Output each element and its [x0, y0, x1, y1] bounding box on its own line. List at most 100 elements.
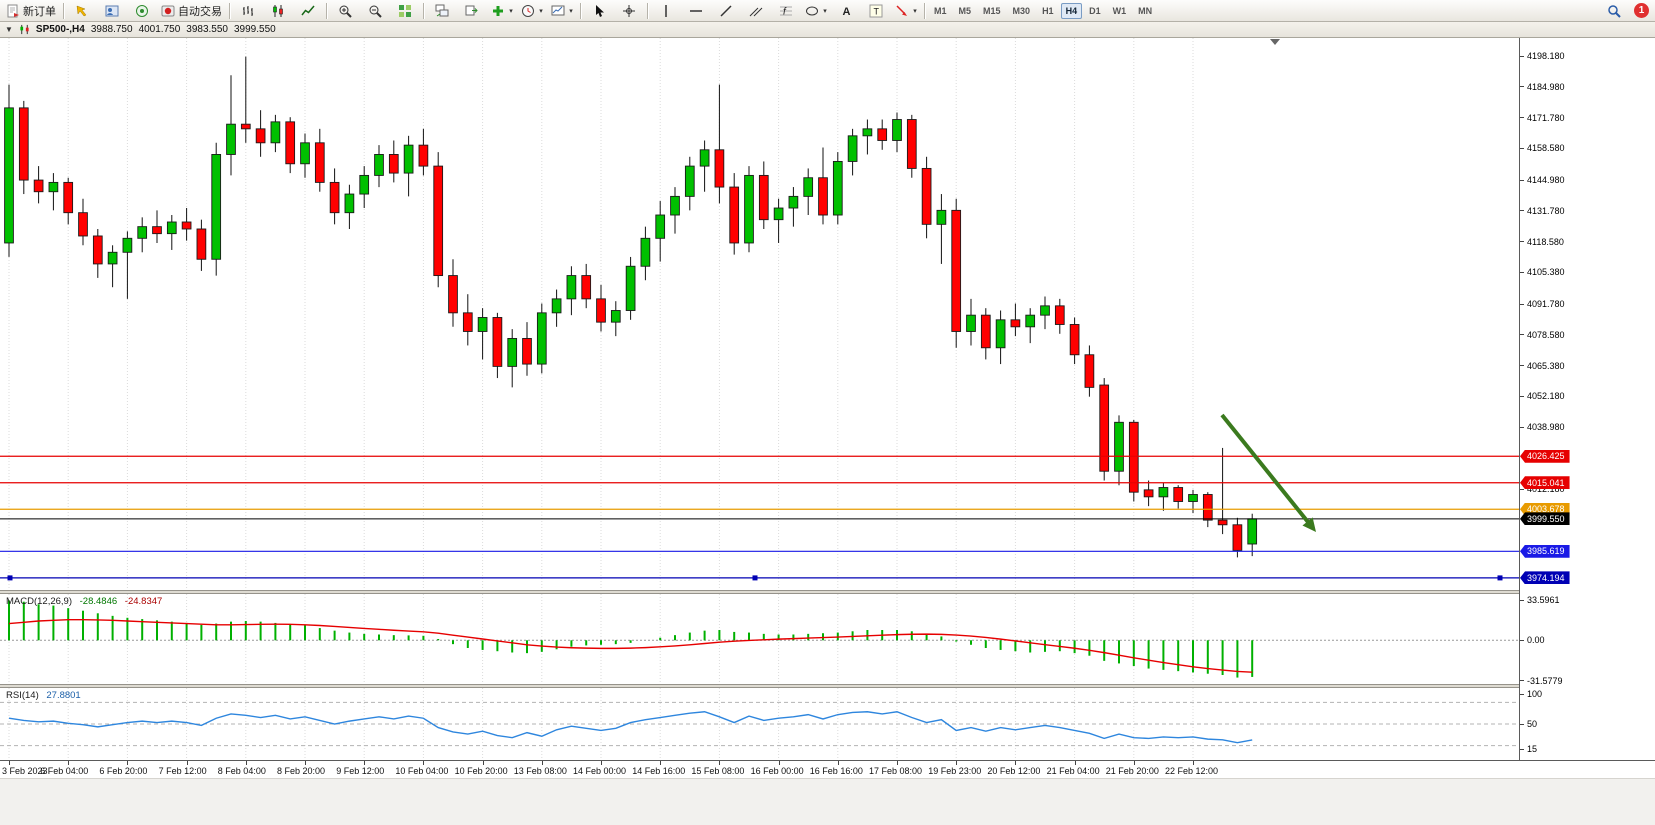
periods-button[interactable]: ▾	[517, 0, 547, 22]
macd-histogram	[8, 600, 1254, 678]
autotrading-icon	[161, 4, 175, 18]
time-tick	[68, 761, 70, 765]
time-tick	[897, 761, 898, 765]
candlestick-mode-button[interactable]	[263, 0, 293, 22]
price-axis-label: 4038.980	[1527, 422, 1565, 432]
bar-chart-mode-button[interactable]	[233, 0, 263, 22]
notification-badge[interactable]: 1	[1634, 3, 1649, 18]
timeframe-m1[interactable]: M1	[934, 5, 947, 16]
chart-type-icon	[19, 24, 30, 35]
macd-name: MACD(12,26,9)	[6, 596, 72, 607]
timeframe-m30[interactable]: M30	[1012, 5, 1031, 16]
bar-chart-icon	[241, 4, 255, 18]
time-axis-label: 6 Feb 20:00	[99, 766, 148, 776]
fibonacci-tool-button[interactable]: f	[771, 0, 801, 22]
timeframe-d1[interactable]: D1	[1089, 5, 1101, 16]
chart-shift-button[interactable]	[457, 0, 487, 22]
crosshair-tool-button[interactable]	[614, 0, 644, 22]
vertical-line-tool-button[interactable]	[651, 0, 681, 22]
timeframe-h1[interactable]: H1	[1042, 5, 1054, 16]
rsi-canvas[interactable]	[0, 688, 1519, 760]
cursor-icon	[592, 4, 606, 18]
arrows-tool-button[interactable]: ▾	[891, 0, 921, 22]
price-axis-label: 4091.780	[1527, 299, 1565, 310]
time-axis-label: 8 Feb 04:00	[217, 766, 266, 776]
tile-windows-button[interactable]	[390, 0, 420, 22]
new-order-button[interactable]: 新订单	[2, 0, 60, 22]
line-chart-mode-button[interactable]	[293, 0, 323, 22]
timeframe-mn[interactable]: MN	[1138, 5, 1153, 16]
macd-signal-line	[8, 619, 1253, 673]
cursor-tool-button[interactable]	[584, 0, 614, 22]
price-axis-label: -31.5779	[1527, 675, 1563, 686]
panel-separator[interactable]	[0, 590, 1655, 594]
trendline-tool-button[interactable]	[711, 0, 741, 22]
axis-tick	[1520, 147, 1524, 149]
templates-button[interactable]: ▾	[547, 0, 577, 22]
axis-tick	[1520, 365, 1524, 367]
time-tick	[719, 761, 721, 765]
time-axis-label: 20 Feb 12:00	[987, 766, 1041, 776]
window-menu-icon[interactable]: ▼	[5, 25, 13, 34]
time-axis-label: 8 Feb 20:00	[277, 766, 326, 776]
arrow-drawing-object[interactable]	[1220, 413, 1316, 532]
price-axis-label: 4052.180	[1527, 391, 1565, 402]
toolbar-separator	[326, 2, 327, 19]
time-axis-label: 7 Feb 12:00	[158, 766, 207, 776]
macd-canvas[interactable]	[0, 594, 1519, 684]
price-axis-label: 4171.780	[1527, 112, 1565, 123]
line-handle[interactable]	[1497, 575, 1503, 581]
timeframe-w1[interactable]: W1	[1112, 5, 1127, 16]
navigator-button[interactable]	[127, 0, 157, 22]
time-tick	[1015, 761, 1017, 765]
search-button[interactable]	[1599, 0, 1629, 22]
panel-separator[interactable]	[0, 684, 1655, 688]
axis-tick	[1520, 271, 1524, 273]
time-axis-label: 10 Feb 04:00	[395, 766, 449, 776]
axis-tick	[1520, 210, 1524, 212]
line-handle[interactable]	[7, 575, 13, 581]
zoom-out-button[interactable]	[360, 0, 390, 22]
add-indicator-button[interactable]: ▾	[487, 0, 517, 22]
time-tick	[541, 761, 543, 765]
timeframe-m15[interactable]: M15	[983, 5, 1001, 16]
main-toolbar: 新订单 自动交易 ▾ ▾ ▾ f ▾ A T ▾ M1 M5 M15 M30 H1 H4 D1 W1 MN 1	[0, 0, 1655, 22]
line-handle[interactable]	[752, 575, 758, 581]
new-order-icon	[6, 4, 20, 18]
axis-tick	[1520, 680, 1524, 682]
shapes-icon	[805, 4, 819, 18]
price-axis[interactable]: 4198.180 4184.980 4171.780 4158.580 4144.980…	[1519, 38, 1655, 760]
chevron-down-icon: ▾	[539, 7, 543, 15]
price-axis-label: 4158.580	[1527, 143, 1565, 154]
axis-tick	[1520, 723, 1524, 725]
timeframe-m5[interactable]: M5	[958, 5, 972, 16]
time-axis[interactable]: 3 Feb 2023 6 Feb 04:00 6 Feb 20:00 7 Feb 12…	[0, 760, 1655, 778]
axis-tick	[1520, 639, 1524, 641]
autotrading-label: 自动交易	[178, 5, 222, 18]
chart-shift-marker[interactable]	[1270, 39, 1280, 45]
toolbar-right-group: 1	[1599, 0, 1655, 22]
time-tick	[482, 761, 484, 765]
chevron-down-icon: ▾	[913, 7, 917, 15]
time-tick	[837, 761, 839, 765]
fibo-icon: f	[779, 4, 793, 18]
svg-text:A: A	[843, 6, 851, 18]
market-watch-button[interactable]	[67, 0, 97, 22]
zoom-in-button[interactable]	[330, 0, 360, 22]
label-tool-button[interactable]: T	[861, 0, 891, 22]
axis-tick	[1520, 241, 1524, 243]
timeframe-h4[interactable]: H4	[1060, 2, 1083, 19]
main-chart-canvas[interactable]	[0, 38, 1519, 590]
horizontal-line-tool-button[interactable]	[681, 0, 711, 22]
candles-group	[4, 56, 1258, 558]
search-icon	[1607, 4, 1621, 18]
price-axis-label: 50	[1527, 719, 1538, 729]
auto-arrange-button[interactable]	[427, 0, 457, 22]
channel-tool-button[interactable]	[741, 0, 771, 22]
autotrading-button[interactable]: 自动交易	[157, 0, 226, 22]
shapes-tool-button[interactable]: ▾	[801, 0, 831, 22]
data-window-button[interactable]	[97, 0, 127, 22]
plus-icon	[491, 4, 505, 18]
text-tool-button[interactable]: A	[831, 0, 861, 22]
axis-tick	[1520, 179, 1524, 181]
